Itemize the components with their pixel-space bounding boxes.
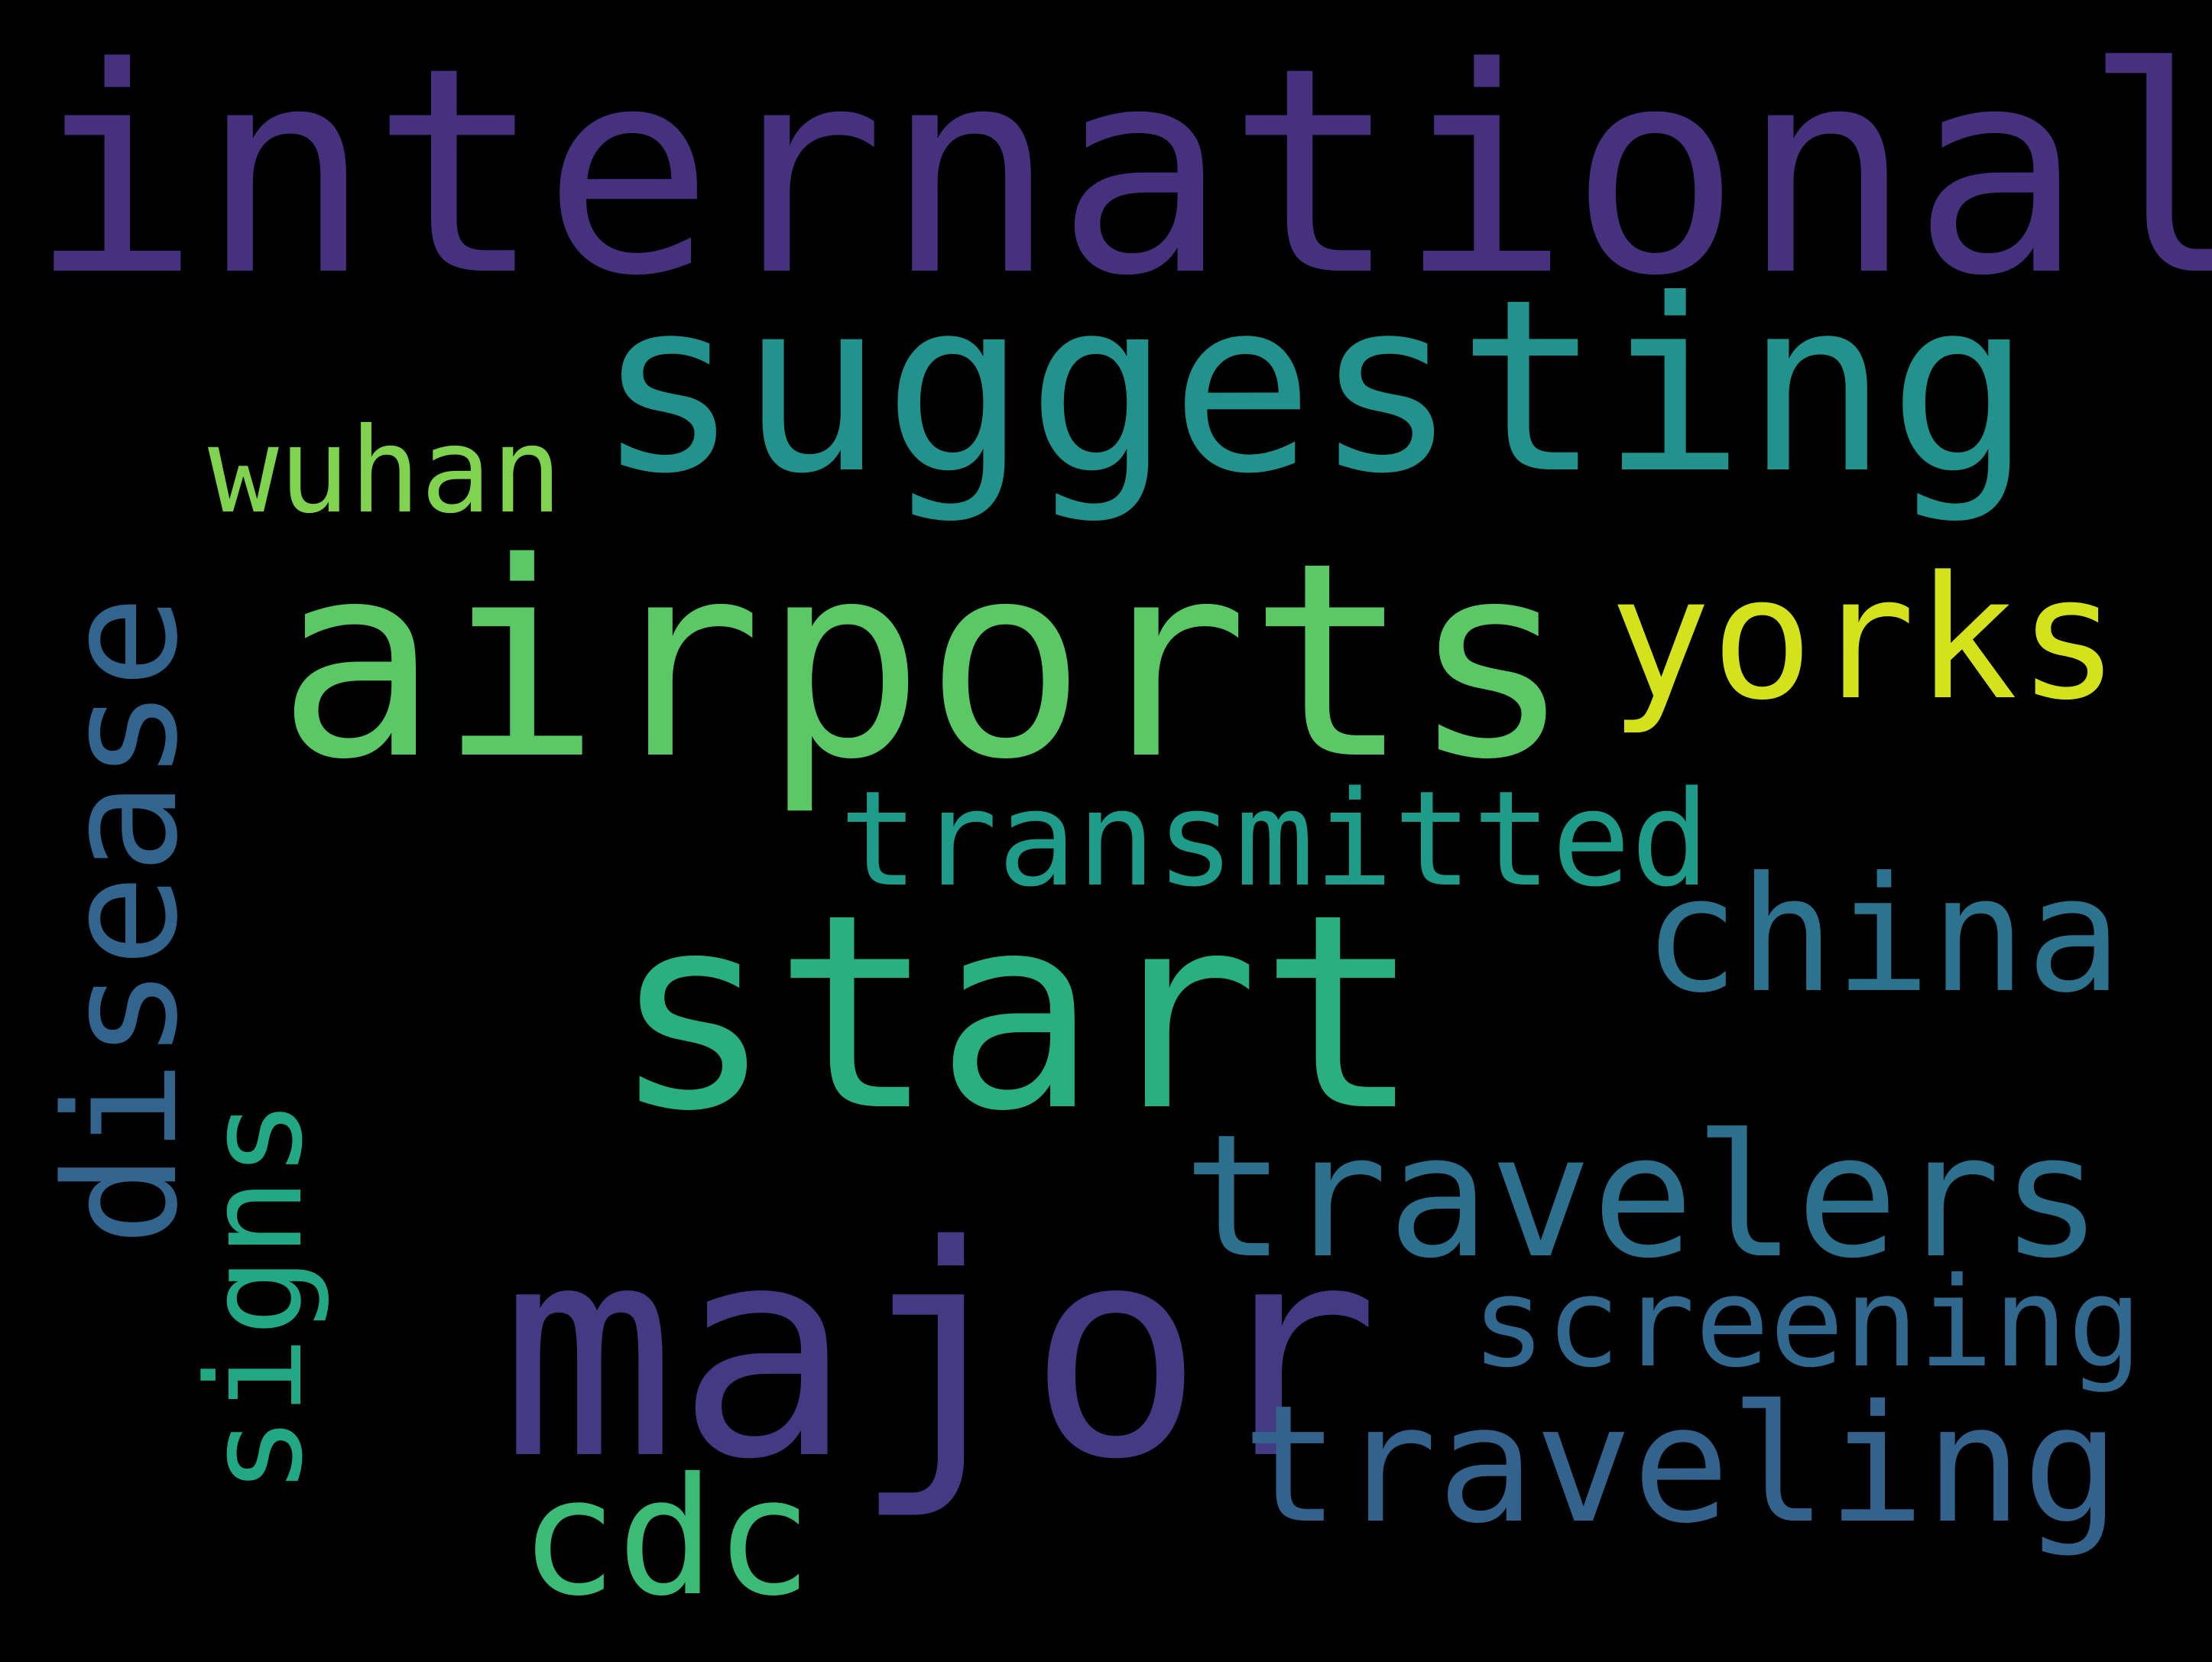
word-signs: signs xyxy=(178,1099,332,1495)
word-disease: disease xyxy=(31,595,212,1246)
word-international: international xyxy=(29,7,2212,338)
word-china: china xyxy=(1643,843,2123,1028)
word-major: major xyxy=(501,1183,1380,1524)
word-screening: screening xyxy=(1471,1251,2142,1395)
word-transmitted: transmitted xyxy=(839,762,1711,916)
word-airports: airports xyxy=(277,505,1573,819)
word-suggesting: suggesting xyxy=(596,248,2032,526)
word-wuhan: wuhan xyxy=(208,403,563,540)
word-traveling: traveling xyxy=(1242,1370,2120,1559)
word-start: start xyxy=(611,857,1422,1170)
word-yorks: yorks xyxy=(1609,540,2120,738)
word-cdc: cdc xyxy=(520,1443,812,1631)
word-travelers: travelers xyxy=(1183,1099,2103,1296)
